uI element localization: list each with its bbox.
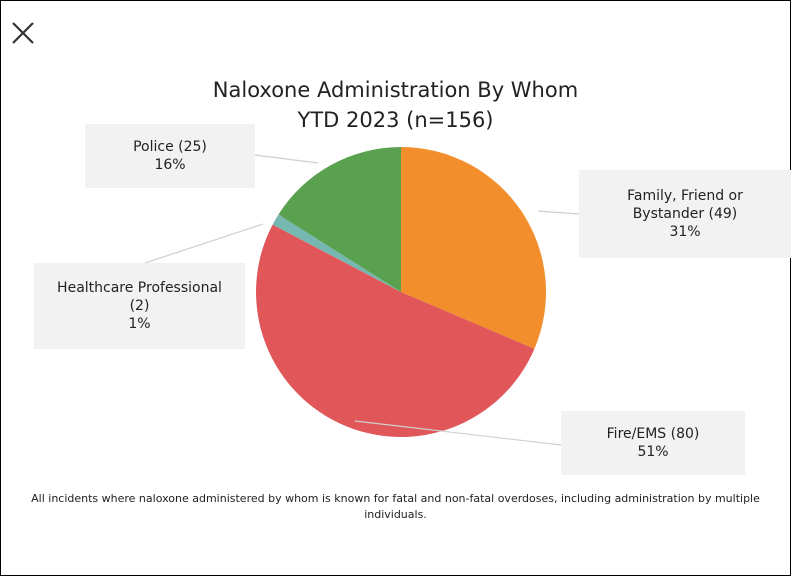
slice-label-family: Family, Friend or Bystander (49) 31% bbox=[579, 170, 791, 258]
slice-label-fire-ems-line1: Fire/EMS (80) bbox=[606, 426, 700, 442]
slice-label-family-line1: Family, Friend or bbox=[627, 188, 743, 204]
leader-line-police bbox=[254, 154, 319, 164]
slice-label-fire-ems: Fire/EMS (80) 51% bbox=[561, 411, 745, 475]
pie-slice-police bbox=[278, 147, 401, 292]
pie-slice-fire-ems bbox=[256, 224, 535, 437]
slice-label-family-line2: Bystander (49) bbox=[632, 206, 738, 222]
slice-label-fire-ems-percent: 51% bbox=[637, 444, 669, 460]
chart-subtitle: YTD 2023 (n=156) bbox=[297, 108, 494, 132]
slice-label-police: Police (25) 16% bbox=[85, 124, 255, 188]
slice-label-healthcare-line1: Healthcare Professional bbox=[57, 280, 222, 296]
pie-slice-healthcare bbox=[272, 214, 401, 292]
chart-title: Naloxone Administration By Whom bbox=[212, 78, 579, 102]
slice-label-healthcare-percent: 1% bbox=[128, 316, 151, 332]
footnote: All incidents where naloxone administere… bbox=[31, 492, 760, 521]
close-icon[interactable] bbox=[8, 18, 38, 48]
slice-label-family-percent: 31% bbox=[669, 224, 701, 240]
leader-line-family bbox=[537, 210, 580, 215]
slice-label-police-line1: Police (25) bbox=[133, 139, 207, 155]
pie-slice-family bbox=[401, 147, 547, 349]
leader-line-healthcare bbox=[144, 223, 264, 264]
slice-label-healthcare: Healthcare Professional (2) 1% bbox=[34, 263, 245, 349]
leader-line-fire-ems bbox=[354, 420, 562, 446]
slice-label-police-percent: 16% bbox=[154, 157, 186, 173]
slice-label-healthcare-line2: (2) bbox=[129, 298, 150, 314]
